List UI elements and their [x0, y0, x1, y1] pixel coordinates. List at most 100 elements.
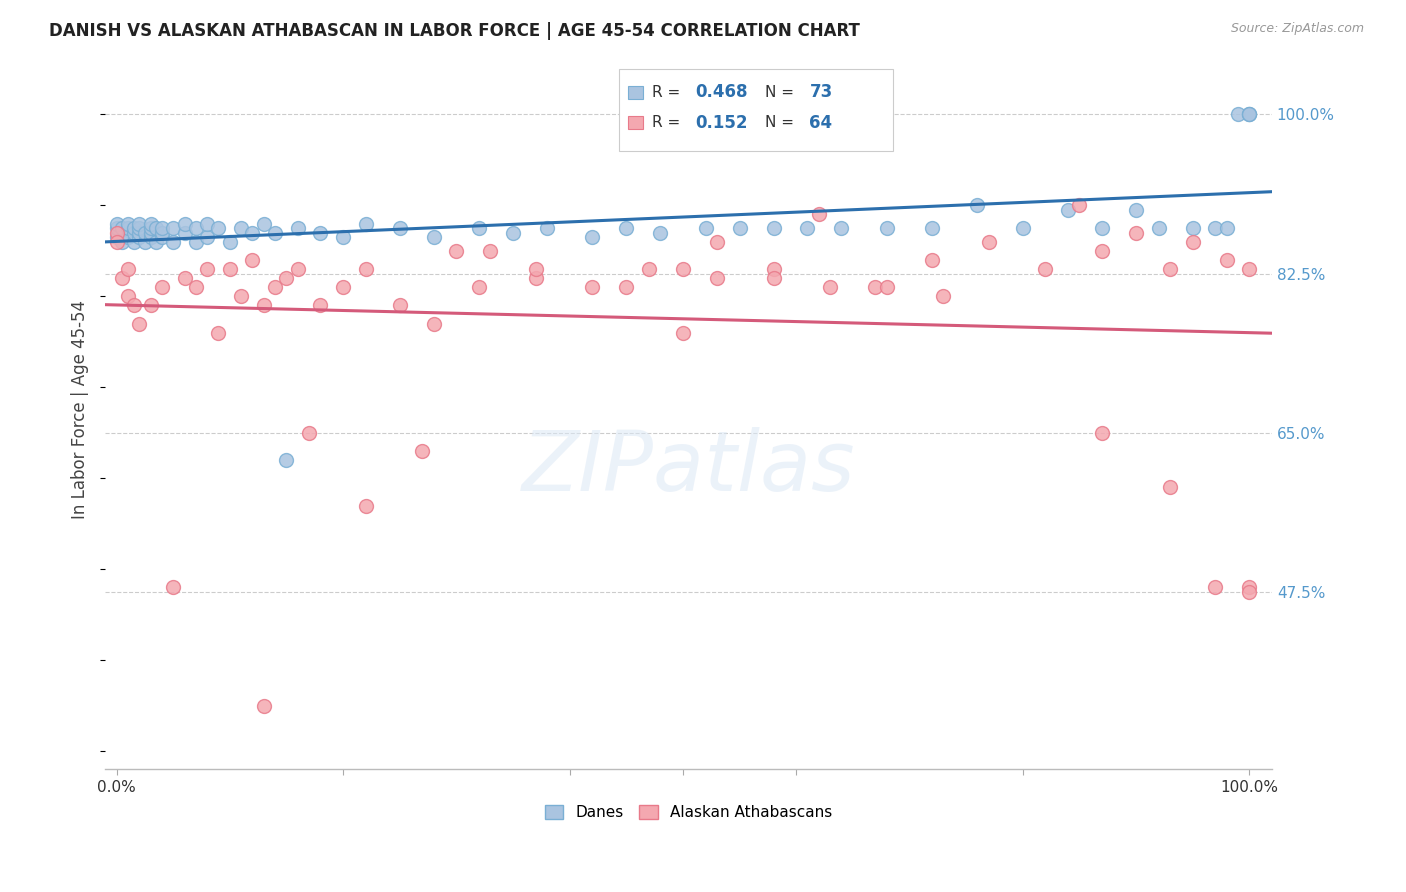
- Point: [1091, 244, 1114, 258]
- Point: [195, 230, 218, 244]
- Point: [1069, 198, 1091, 212]
- Point: [650, 226, 672, 240]
- Point: [111, 271, 134, 285]
- Point: [139, 226, 162, 240]
- Point: [1159, 480, 1181, 494]
- Point: [122, 226, 145, 240]
- Point: [388, 221, 411, 235]
- Point: [139, 230, 162, 244]
- Point: [932, 289, 955, 303]
- Point: [706, 235, 728, 249]
- Point: [184, 280, 207, 294]
- Point: [128, 230, 150, 244]
- Point: [122, 221, 145, 235]
- Point: [309, 226, 332, 240]
- Text: ZIPatlas: ZIPatlas: [522, 427, 855, 508]
- Point: [298, 425, 321, 440]
- Point: [1181, 235, 1204, 249]
- Point: [876, 280, 898, 294]
- Point: [253, 698, 276, 713]
- Point: [276, 453, 298, 467]
- Point: [264, 280, 287, 294]
- Point: [830, 221, 852, 235]
- Point: [876, 221, 898, 235]
- Point: [1091, 425, 1114, 440]
- Text: 73: 73: [810, 83, 832, 102]
- Point: [150, 230, 173, 244]
- Point: [134, 235, 156, 249]
- Point: [242, 226, 264, 240]
- Point: [921, 252, 943, 267]
- Point: [1215, 221, 1237, 235]
- Point: [162, 580, 184, 594]
- Point: [1091, 221, 1114, 235]
- Point: [276, 271, 298, 285]
- Point: [105, 235, 128, 249]
- Point: [977, 235, 1000, 249]
- Text: 0.152: 0.152: [695, 113, 748, 131]
- Point: [195, 262, 218, 277]
- Point: [162, 235, 184, 249]
- Point: [231, 221, 253, 235]
- Point: [865, 280, 887, 294]
- Text: N =: N =: [765, 85, 799, 100]
- Point: [581, 280, 603, 294]
- Point: [173, 226, 195, 240]
- Point: [287, 221, 309, 235]
- Point: [1239, 585, 1261, 599]
- Point: [231, 289, 253, 303]
- Point: [105, 226, 128, 240]
- Point: [117, 289, 139, 303]
- Bar: [628, 116, 643, 129]
- Point: [173, 217, 195, 231]
- Point: [150, 226, 173, 240]
- Point: [1159, 262, 1181, 277]
- Point: [122, 235, 145, 249]
- Point: [354, 262, 377, 277]
- Point: [128, 217, 150, 231]
- Text: Source: ZipAtlas.com: Source: ZipAtlas.com: [1230, 22, 1364, 36]
- Point: [122, 298, 145, 312]
- Text: 64: 64: [810, 113, 832, 131]
- Point: [468, 280, 491, 294]
- Point: [672, 262, 695, 277]
- Point: [762, 221, 785, 235]
- Point: [1239, 107, 1261, 121]
- Point: [309, 298, 332, 312]
- Point: [287, 262, 309, 277]
- Point: [921, 221, 943, 235]
- Point: [105, 221, 128, 235]
- Text: 0.468: 0.468: [695, 83, 748, 102]
- Bar: [628, 86, 643, 99]
- Point: [966, 198, 988, 212]
- Point: [162, 221, 184, 235]
- Text: R =: R =: [652, 115, 685, 130]
- Point: [422, 230, 444, 244]
- Point: [139, 298, 162, 312]
- Point: [150, 221, 173, 235]
- Point: [139, 221, 162, 235]
- Point: [1125, 202, 1147, 217]
- Point: [184, 235, 207, 249]
- Point: [638, 262, 661, 277]
- Point: [128, 317, 150, 331]
- Point: [1239, 262, 1261, 277]
- Point: [1204, 580, 1226, 594]
- Point: [672, 326, 695, 340]
- Point: [218, 262, 240, 277]
- Y-axis label: In Labor Force | Age 45-54: In Labor Force | Age 45-54: [72, 301, 89, 519]
- Text: R =: R =: [652, 85, 685, 100]
- Point: [1215, 252, 1237, 267]
- Point: [1147, 221, 1170, 235]
- Text: DANISH VS ALASKAN ATHABASCAN IN LABOR FORCE | AGE 45-54 CORRELATION CHART: DANISH VS ALASKAN ATHABASCAN IN LABOR FO…: [49, 22, 860, 40]
- Point: [117, 262, 139, 277]
- Point: [354, 499, 377, 513]
- Point: [207, 326, 229, 340]
- Point: [1239, 107, 1261, 121]
- Point: [1239, 580, 1261, 594]
- Point: [1239, 107, 1261, 121]
- Point: [1057, 202, 1080, 217]
- Point: [1011, 221, 1033, 235]
- Point: [207, 221, 229, 235]
- Point: [117, 221, 139, 235]
